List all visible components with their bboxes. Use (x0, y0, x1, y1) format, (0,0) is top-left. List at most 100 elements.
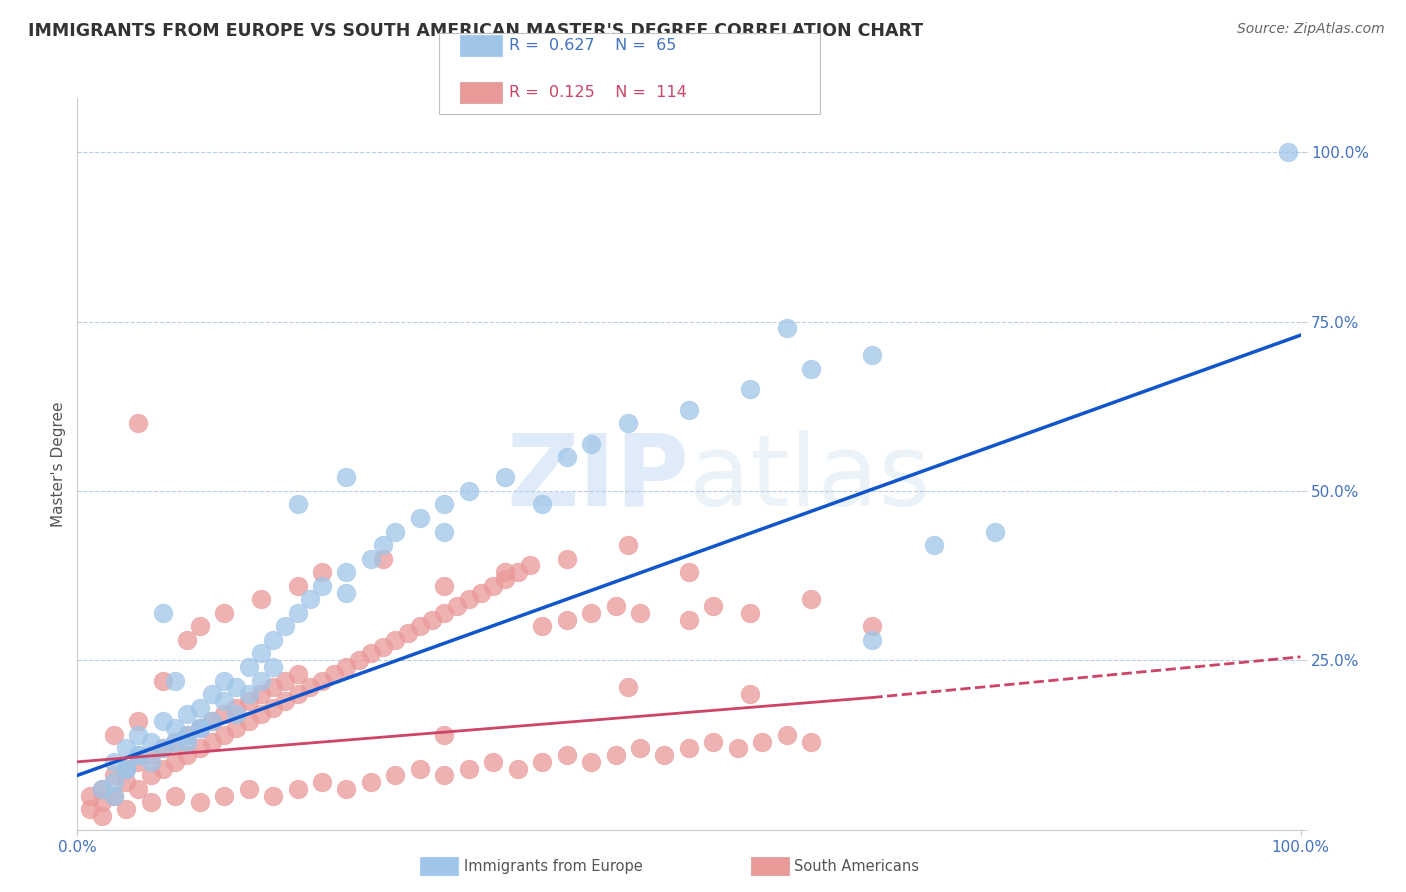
Point (287, 666, 309, 681)
Point (115, 775, 138, 789)
Point (678, 402, 700, 417)
Point (628, 606, 651, 620)
Point (152, 673, 174, 688)
Point (225, 681, 247, 695)
Point (127, 416, 149, 430)
Point (139, 734, 162, 748)
Point (470, 585, 492, 599)
Point (176, 747, 198, 762)
Point (250, 687, 273, 701)
Point (457, 483, 479, 498)
Point (396, 626, 419, 640)
Point (482, 755, 505, 769)
Point (225, 721, 247, 735)
Point (311, 579, 333, 593)
Point (250, 647, 273, 661)
Point (457, 592, 479, 607)
Point (103, 789, 125, 803)
Point (103, 728, 125, 742)
Point (495, 470, 517, 484)
Point (165, 755, 187, 769)
Point (212, 606, 235, 620)
Point (90, 781, 112, 796)
Text: Immigrants from Europe: Immigrants from Europe (464, 859, 643, 873)
Point (152, 741, 174, 756)
Point (139, 768, 162, 782)
Point (176, 734, 198, 748)
Point (409, 619, 432, 633)
Point (188, 721, 211, 735)
Point (238, 660, 260, 674)
Point (274, 619, 297, 633)
Point (176, 728, 198, 742)
Point (495, 565, 517, 579)
Point (335, 470, 357, 484)
Point (152, 606, 174, 620)
Point (506, 565, 529, 579)
Point (776, 728, 799, 742)
Point (274, 694, 297, 708)
Point (188, 721, 211, 735)
Point (212, 694, 235, 708)
Point (555, 551, 578, 566)
Point (250, 707, 273, 722)
Point (262, 681, 284, 695)
Point (212, 728, 235, 742)
Point (531, 498, 554, 512)
Point (384, 524, 406, 539)
Point (678, 565, 700, 579)
Point (433, 579, 456, 593)
Point (531, 619, 554, 633)
Point (165, 734, 187, 748)
Point (751, 734, 773, 748)
Point (152, 762, 174, 776)
Point (201, 714, 224, 729)
Point (274, 673, 297, 688)
Y-axis label: Master's Degree: Master's Degree (51, 401, 66, 526)
Point (579, 436, 602, 450)
Point (188, 741, 211, 756)
Text: R =  0.125    N =  114: R = 0.125 N = 114 (509, 86, 688, 100)
Point (287, 498, 309, 512)
Point (115, 762, 138, 776)
Point (115, 741, 138, 756)
Point (335, 565, 357, 579)
Point (776, 321, 799, 335)
Point (335, 585, 357, 599)
Point (165, 721, 187, 735)
Point (371, 551, 394, 566)
Point (79, 789, 101, 803)
Point (323, 666, 346, 681)
Point (360, 551, 382, 566)
Point (678, 741, 700, 756)
Point (152, 741, 174, 756)
Point (433, 498, 456, 512)
Point (212, 789, 235, 803)
Point (531, 755, 554, 769)
Point (127, 747, 149, 762)
Point (287, 687, 309, 701)
Point (347, 653, 370, 667)
Point (628, 741, 651, 756)
Point (482, 579, 505, 593)
Point (433, 728, 456, 742)
Point (188, 700, 211, 714)
Point (862, 349, 884, 363)
Point (311, 565, 333, 579)
Point (617, 416, 640, 430)
Point (188, 619, 211, 633)
Point (298, 592, 321, 607)
Point (800, 592, 823, 607)
Point (740, 606, 762, 620)
Point (740, 687, 762, 701)
Point (287, 579, 309, 593)
Point (176, 632, 198, 647)
Text: South Americans: South Americans (794, 859, 920, 873)
Point (212, 707, 235, 722)
Point (262, 660, 284, 674)
Point (384, 768, 406, 782)
Point (409, 762, 432, 776)
Point (579, 606, 602, 620)
Point (165, 673, 187, 688)
Point (457, 762, 479, 776)
